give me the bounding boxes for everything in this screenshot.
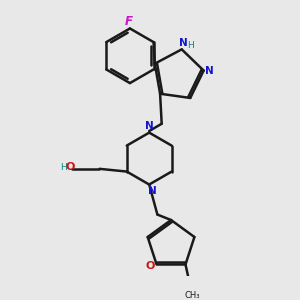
- Text: N: N: [205, 66, 214, 76]
- Text: N: N: [148, 186, 157, 196]
- Text: F: F: [124, 15, 132, 28]
- Text: N: N: [145, 121, 154, 131]
- Text: H: H: [187, 41, 194, 50]
- Text: CH₃: CH₃: [185, 291, 200, 300]
- Text: O: O: [66, 162, 75, 172]
- Text: H: H: [60, 163, 67, 172]
- Text: O: O: [146, 261, 155, 271]
- Text: N: N: [179, 38, 188, 48]
